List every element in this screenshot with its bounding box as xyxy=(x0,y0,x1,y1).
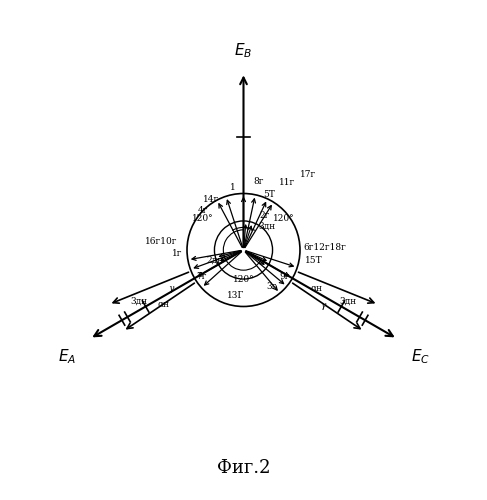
Text: 7г: 7г xyxy=(196,272,206,281)
Text: αн: αн xyxy=(157,300,169,309)
Text: 120°: 120° xyxy=(192,214,214,223)
Text: αн: αн xyxy=(310,284,322,293)
Text: 120°: 120° xyxy=(273,214,295,223)
Text: 3дн: 3дн xyxy=(130,297,147,306)
Text: 120°: 120° xyxy=(233,276,254,284)
Text: $E_A$: $E_A$ xyxy=(57,347,76,366)
Text: 3дн: 3дн xyxy=(258,222,275,231)
Text: γ: γ xyxy=(319,302,325,310)
Text: 1г: 1г xyxy=(171,250,182,258)
Text: 14г: 14г xyxy=(203,194,219,203)
Text: 11г: 11г xyxy=(279,178,295,188)
Text: 2дн: 2дн xyxy=(207,256,224,265)
Text: 6г12г18г: 6г12г18г xyxy=(303,243,346,252)
Text: $E_C$: $E_C$ xyxy=(411,347,431,366)
Text: 2г: 2г xyxy=(260,210,270,220)
Text: Фиг.2: Фиг.2 xyxy=(217,459,270,477)
Text: 1: 1 xyxy=(230,184,235,192)
Text: 15Т: 15Т xyxy=(305,256,322,265)
Text: 17г: 17г xyxy=(300,170,316,179)
Text: γ: γ xyxy=(168,284,173,293)
Text: 9г: 9г xyxy=(279,272,289,281)
Text: $E_B$: $E_B$ xyxy=(234,41,253,60)
Text: 3дн: 3дн xyxy=(340,297,357,306)
Text: 16г10г: 16г10г xyxy=(145,236,177,246)
Text: 13Г: 13Г xyxy=(227,292,244,300)
Text: 4г: 4г xyxy=(198,206,208,215)
Text: 8г: 8г xyxy=(253,177,263,186)
Text: 5Т: 5Т xyxy=(263,190,275,198)
Text: 3г: 3г xyxy=(266,282,277,290)
